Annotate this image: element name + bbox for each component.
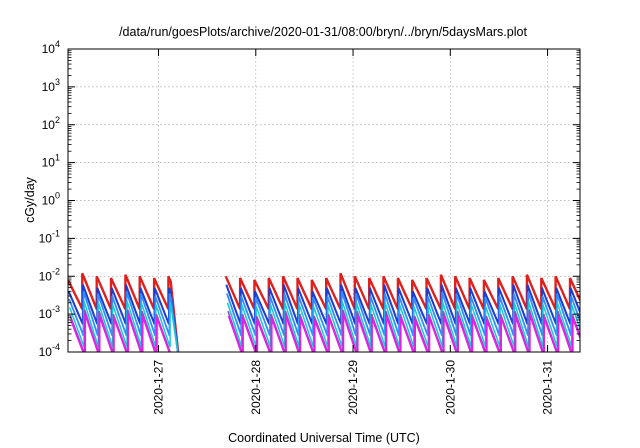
series-group bbox=[68, 272, 580, 352]
x-tick-label: 2020-1-30 bbox=[443, 360, 457, 415]
y-tick-label: 10-4 bbox=[39, 342, 60, 359]
series-line bbox=[68, 300, 580, 352]
y-tick-label: 10-1 bbox=[39, 228, 60, 245]
x-tick-label: 2020-1-27 bbox=[152, 360, 166, 415]
y-tick-label: 102 bbox=[42, 115, 60, 132]
x-axis-label: Coordinated Universal Time (UTC) bbox=[228, 431, 420, 445]
y-tick-label: 10-2 bbox=[39, 266, 60, 283]
chart-title: /data/run/goesPlots/archive/2020-01-31/0… bbox=[119, 25, 527, 39]
x-tick-label: 2020-1-28 bbox=[249, 360, 263, 415]
series-line bbox=[68, 272, 580, 352]
y-axis-label: cGy/day bbox=[23, 176, 37, 223]
y-tick-label: 101 bbox=[42, 153, 60, 170]
series-line bbox=[70, 313, 580, 352]
y-tick-label: 10-3 bbox=[39, 304, 60, 321]
x-axis-ticks: 2020-1-27 2020-1-28 2020-1-29 2020-1-30 2020… bbox=[152, 49, 555, 415]
series-line bbox=[68, 291, 580, 352]
y-tick-label: 104 bbox=[42, 39, 60, 56]
x-tick-label: 2020-1-31 bbox=[541, 360, 555, 415]
y-tick-label: 103 bbox=[42, 77, 60, 94]
x-tick-label: 2020-1-29 bbox=[346, 360, 360, 415]
y-tick-label: 100 bbox=[42, 191, 60, 208]
series-line bbox=[68, 284, 580, 352]
